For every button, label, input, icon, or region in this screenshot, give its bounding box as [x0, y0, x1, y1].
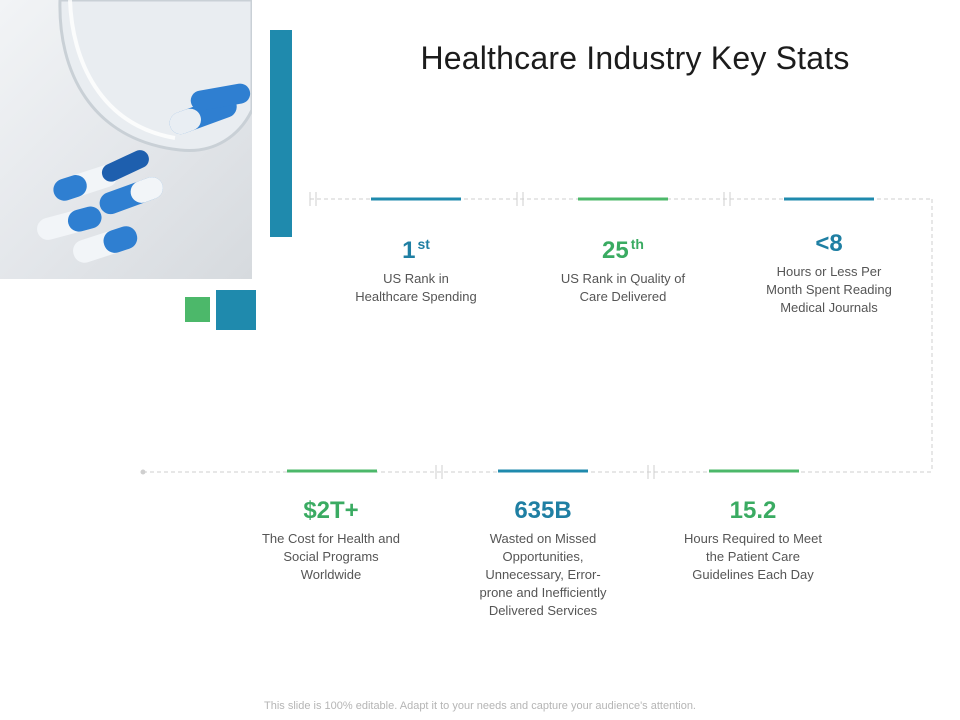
stat-value: 15.2	[729, 497, 777, 524]
stat-cost-health: $2T+ The Cost for Health and Social Prog…	[246, 497, 416, 584]
stat-label: Wasted on Missed Opportunities, Unnecess…	[479, 531, 607, 618]
stat-label: US Rank in Healthcare Spending	[355, 271, 477, 304]
decor-square-blue	[216, 290, 256, 330]
stat-value: 635B	[514, 497, 572, 524]
pills-photo	[0, 0, 252, 279]
stat-label: The Cost for Health and Social Programs …	[261, 531, 401, 582]
accent-bar	[270, 30, 292, 237]
stat-wasted: 635B Wasted on Missed Opportunities, Unn…	[458, 497, 628, 620]
page-title: Healthcare Industry Key Stats	[420, 40, 850, 76]
decor-square-green	[185, 297, 210, 322]
stat-hours-guidelines: 15.2 Hours Required to Meet the Patient …	[668, 497, 838, 584]
stat-value: <8	[815, 230, 843, 257]
stat-label: Hours or Less Per Month Spent Reading Me…	[766, 264, 892, 315]
stat-hours-reading: <8 Hours or Less Per Month Spent Reading…	[744, 230, 914, 317]
stat-label: Hours Required to Meet the Patient Care …	[683, 531, 822, 582]
stat-value: $2T+	[303, 497, 359, 524]
footer-note: This slide is 100% editable. Adapt it to…	[264, 700, 696, 712]
pills-icon	[37, 0, 252, 263]
stat-label: US Rank in Quality of Care Delivered	[560, 271, 686, 304]
